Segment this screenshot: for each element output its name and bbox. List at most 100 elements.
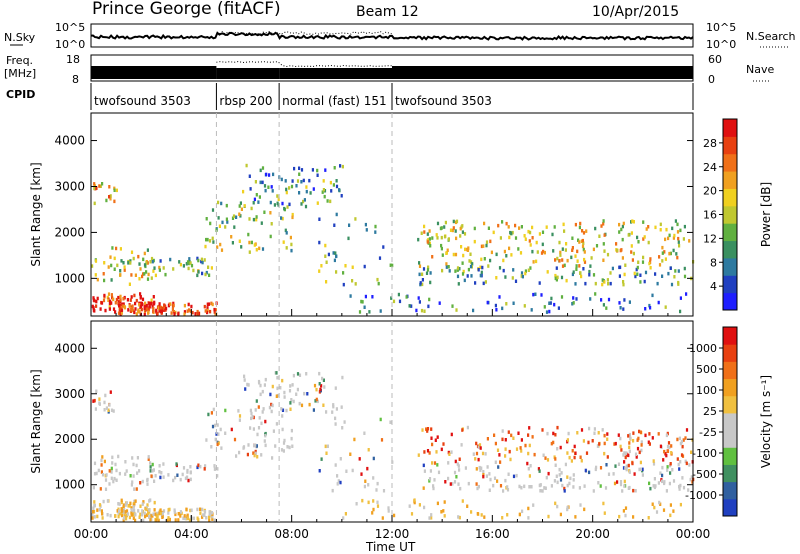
power-cell	[197, 258, 200, 263]
power-cell	[122, 261, 125, 265]
velocity-cell	[147, 511, 150, 516]
power-cell	[141, 274, 144, 279]
power-cell	[470, 260, 473, 264]
power-cell	[554, 276, 557, 281]
power-cell	[248, 174, 251, 178]
power-cell	[631, 258, 634, 262]
power-cell	[556, 275, 559, 280]
velocity-cell	[632, 439, 635, 443]
velocity-cell	[688, 463, 691, 467]
velocity-cell	[129, 474, 132, 478]
power-cell	[177, 312, 180, 316]
velocity-cell	[158, 464, 161, 468]
x-tick-label-2: 08:00	[274, 527, 309, 541]
velocity-cell	[382, 489, 386, 493]
power-cell	[670, 282, 674, 287]
velocity-cell	[98, 397, 101, 401]
velocity-cell	[289, 401, 292, 405]
power-cell	[514, 236, 518, 240]
velocity-cell	[186, 468, 189, 473]
velocity-cell	[363, 484, 366, 489]
velocity-cell	[289, 384, 292, 388]
velocity-cell	[341, 375, 344, 380]
velocity-cell	[454, 459, 457, 464]
velocity-cell	[204, 464, 207, 468]
velocity-cell	[607, 472, 611, 476]
power-cell	[571, 246, 574, 250]
power-cell	[270, 185, 273, 189]
velocity-cell	[288, 389, 292, 393]
power-cell	[661, 259, 664, 263]
power-cell	[581, 244, 585, 249]
velocity-cell	[654, 484, 657, 488]
power-cell	[603, 233, 606, 237]
power-cell	[445, 262, 448, 266]
velocity-cell	[380, 438, 384, 442]
power-cell	[473, 226, 476, 231]
velocity-cell	[127, 504, 130, 508]
velocity-cell	[627, 453, 630, 458]
power-cell	[189, 309, 192, 313]
power-cell	[212, 240, 215, 244]
power-cell	[605, 306, 608, 310]
velocity-cell	[372, 476, 375, 480]
velocity-cell	[583, 507, 586, 512]
power-cell	[152, 309, 155, 313]
velocity-cell	[158, 511, 161, 516]
velocity-colorbar-label-0: 1000	[689, 342, 717, 355]
power-cell	[683, 266, 686, 271]
power-cell	[560, 275, 564, 280]
power-cell	[335, 212, 338, 217]
power-cell	[290, 184, 294, 189]
power-cell	[561, 247, 564, 251]
velocity-colorbar-label-2: 100	[696, 384, 717, 397]
velocity-cell	[622, 453, 625, 457]
velocity-cell	[292, 373, 295, 378]
velocity-cell	[554, 463, 557, 467]
velocity-cell	[636, 446, 640, 451]
power-cell	[247, 232, 250, 237]
power-cell	[318, 240, 321, 245]
power-cell	[115, 188, 118, 193]
power-cell	[150, 256, 154, 261]
power-cell	[390, 296, 393, 300]
velocity-cell	[690, 450, 693, 454]
velocity-cell	[572, 478, 575, 482]
power-cell	[553, 302, 556, 307]
velocity-cell	[537, 467, 540, 471]
power-cell	[429, 244, 432, 248]
power-cell	[378, 256, 382, 260]
velocity-cell	[423, 469, 426, 473]
velocity-cell	[104, 478, 108, 482]
power-cell	[512, 301, 515, 305]
velocity-cell	[259, 392, 262, 397]
velocity-cell	[280, 407, 283, 411]
power-cell	[188, 308, 191, 312]
velocity-cell	[685, 428, 689, 432]
velocity-cell	[257, 405, 260, 409]
velocity-cell	[334, 463, 337, 467]
velocity-cell	[216, 423, 219, 427]
power-cell	[441, 268, 444, 273]
velocity-cell	[597, 481, 600, 485]
power-cell	[498, 266, 502, 270]
power-cell	[531, 236, 534, 240]
power-cell	[255, 193, 258, 197]
velocity-cell	[476, 486, 479, 491]
power-cell	[675, 252, 678, 256]
velocity-cell	[256, 455, 259, 459]
power-cell	[171, 307, 174, 312]
velocity-cell	[151, 469, 154, 473]
velocity-cell	[494, 460, 497, 464]
power-cell	[322, 188, 325, 192]
power-cell	[622, 221, 625, 226]
velocity-ytick-label-2: 3000	[54, 387, 85, 401]
velocity-cell	[235, 454, 238, 458]
power-cell	[458, 267, 461, 271]
velocity-cell	[690, 475, 693, 479]
velocity-cell	[570, 459, 573, 463]
velocity-cell	[147, 455, 150, 459]
velocity-cell	[197, 463, 200, 467]
power-cell	[145, 261, 148, 265]
velocity-cell	[623, 460, 626, 464]
